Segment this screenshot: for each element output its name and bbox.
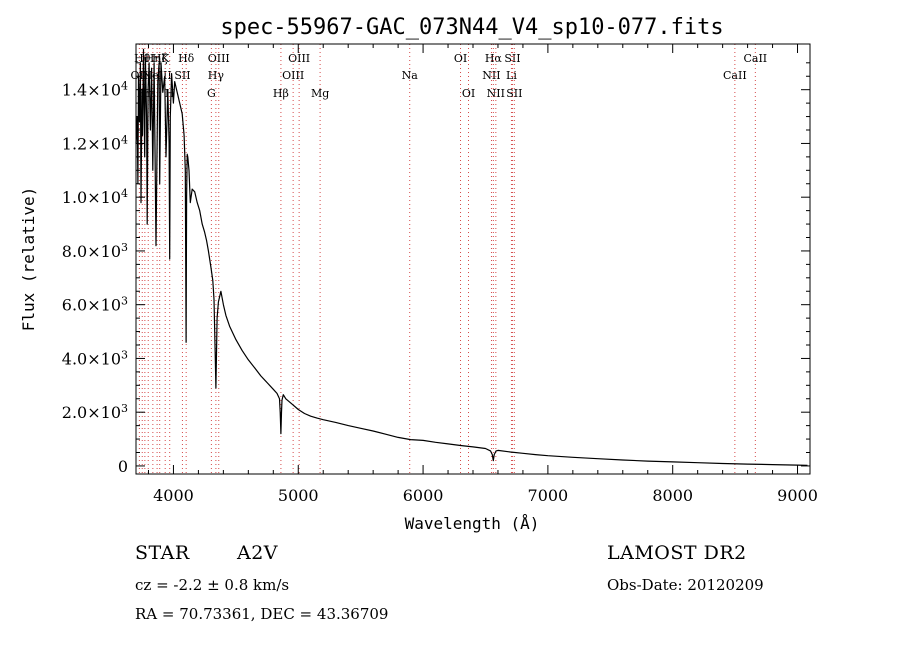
line-marker-label: Hζ [152, 52, 168, 65]
x-tick-label: 4000 [153, 486, 194, 505]
line-marker-label: Hθ [134, 52, 151, 65]
line-marker-label: SII [506, 87, 522, 100]
chart-title: spec-55967-GAC_073N44_V4_sp10-077.fits [220, 15, 723, 40]
x-axis-label: Wavelength (Å) [405, 514, 540, 533]
x-tick-label: 6000 [403, 486, 444, 505]
plot-frame [135, 43, 811, 475]
y-tick-label: 1.2×104 [62, 133, 128, 153]
y-tick-label: 4.0×103 [62, 348, 128, 368]
object-class: STAR [135, 542, 190, 564]
line-marker-label: NII [482, 69, 500, 82]
line-marker-label: G [207, 87, 216, 100]
y-tick-label: 0 [118, 457, 128, 476]
line-marker-label: OIII [288, 52, 310, 65]
line-marker-label: Hδ [178, 52, 195, 65]
line-marker-label: OIII [208, 52, 230, 65]
object-subclass: A2V [237, 542, 279, 564]
line-marker-label: Hβ [273, 87, 289, 100]
line-marker-label: CaII [743, 52, 767, 65]
line-marker-label: NeIII [143, 69, 172, 82]
line-marker-label: H [165, 87, 175, 100]
x-tick-label: 5000 [278, 486, 319, 505]
line-marker-label: OIII [282, 69, 304, 82]
line-marker-label: NII [487, 87, 505, 100]
y-tick-label: 1.0×104 [62, 187, 128, 207]
line-marker-label: SII [174, 69, 190, 82]
line-marker-label: Na [402, 69, 419, 82]
x-tick-label: 8000 [652, 486, 693, 505]
y-axis-label: Flux (relative) [19, 187, 38, 332]
line-marker-label: OI [462, 87, 475, 100]
x-tick-label: 7000 [528, 486, 569, 505]
spectrum-layer [135, 48, 808, 466]
y-axis: 0 2.0×103 4.0×103 6.0×103 8.0×103 1.0×104 1.2×… [62, 62, 810, 476]
x-axis: 4000 5000 6000 7000 8000 9000 [147, 44, 818, 505]
y-tick-label: 8.0×103 [62, 241, 128, 261]
y-tick-label: 1.4×104 [62, 80, 128, 100]
sky-coordinates: RA = 70.73361, DEC = 43.36709 [135, 605, 389, 623]
line-marker-label: CaII [723, 69, 747, 82]
line-marker-label: OI [454, 52, 467, 65]
line-marker-label: SII [504, 52, 520, 65]
observation-date: Obs-Date: 20120209 [607, 576, 764, 594]
y-tick-label: 2.0×103 [62, 402, 128, 422]
line-marker-label: Mg [311, 87, 329, 100]
y-tick-label: 6.0×103 [62, 295, 128, 315]
emission-line-markers: OIIHθHηHεHηNeIIIHζKHSIIHδGHγOIIIHβOIIIOI… [131, 44, 767, 474]
line-marker-label: Hγ [208, 69, 225, 82]
redshift-value: cz = -2.2 ± 0.8 km/s [135, 576, 290, 594]
spectrum-series-line [135, 48, 808, 466]
line-marker-label: Hη [145, 52, 161, 65]
line-marker-label: Hα [485, 52, 503, 65]
x-tick-label: 9000 [777, 486, 818, 505]
survey-name: LAMOST DR2 [607, 542, 747, 564]
line-marker-label: K [161, 52, 170, 65]
line-marker-label: Li [506, 69, 517, 82]
